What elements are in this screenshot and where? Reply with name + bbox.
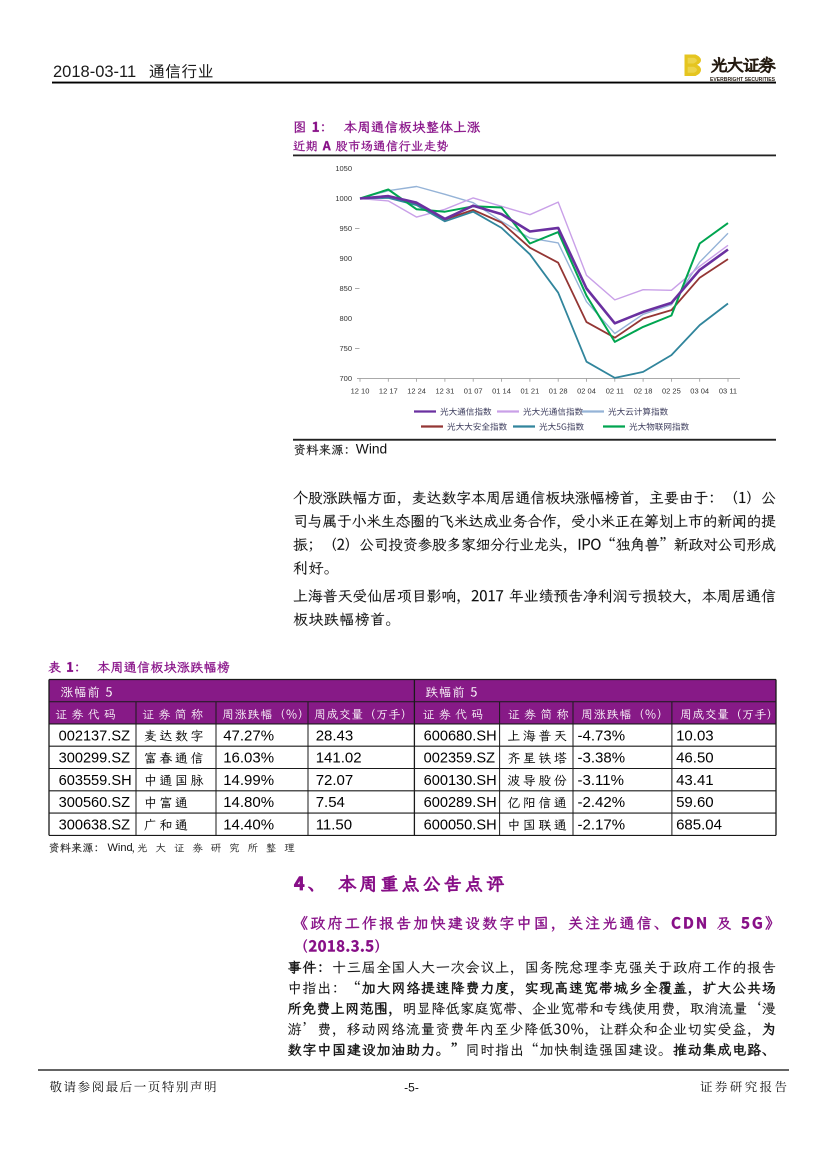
- svg-text:002359.SZ: 002359.SZ: [424, 751, 495, 767]
- svg-text:12 31: 12 31: [436, 387, 455, 396]
- svg-text:600680.SH: 600680.SH: [424, 728, 497, 744]
- svg-text:46.50: 46.50: [676, 750, 714, 767]
- svg-text:800: 800: [339, 314, 352, 323]
- svg-text:900: 900: [339, 254, 352, 263]
- svg-text:11.50: 11.50: [316, 817, 352, 834]
- svg-text:300560.SZ: 300560.SZ: [59, 795, 130, 811]
- svg-text:-4.73%: -4.73%: [578, 727, 626, 744]
- svg-text:2018-03-11: 2018-03-11: [53, 63, 136, 81]
- svg-text:300638.SZ: 300638.SZ: [59, 818, 130, 834]
- svg-text:300299.SZ: 300299.SZ: [59, 751, 130, 767]
- svg-text:685.04: 685.04: [676, 817, 722, 834]
- svg-text:28.43: 28.43: [316, 727, 354, 744]
- svg-text:002137.SZ: 002137.SZ: [59, 728, 130, 744]
- svg-text:14.99%: 14.99%: [223, 772, 274, 789]
- svg-text:Wind: Wind: [356, 442, 387, 457]
- svg-text:1000: 1000: [335, 194, 352, 203]
- svg-text:59.60: 59.60: [676, 794, 714, 811]
- svg-text:600289.SH: 600289.SH: [424, 795, 497, 811]
- svg-text:1050: 1050: [335, 164, 352, 173]
- svg-text:14.80%: 14.80%: [223, 794, 274, 811]
- svg-text:02 25: 02 25: [662, 387, 681, 396]
- svg-text:43.41: 43.41: [676, 772, 714, 789]
- svg-text:600130.SH: 600130.SH: [424, 773, 497, 789]
- svg-text:01 07: 01 07: [464, 387, 483, 396]
- svg-text:-3.11%: -3.11%: [578, 772, 624, 789]
- svg-text:01 28: 01 28: [549, 387, 568, 396]
- svg-text:16.03%: 16.03%: [223, 750, 274, 767]
- svg-text:72.07: 72.07: [316, 772, 354, 789]
- svg-text:950: 950: [339, 224, 352, 233]
- svg-text:-5-: -5-: [404, 1080, 419, 1094]
- svg-text:Wind: Wind: [108, 842, 133, 854]
- svg-text:02 18: 02 18: [634, 387, 653, 396]
- svg-text:-3.38%: -3.38%: [578, 750, 626, 767]
- svg-text:600050.SH: 600050.SH: [424, 818, 497, 834]
- svg-text:14.40%: 14.40%: [223, 817, 274, 834]
- svg-text:-2.42%: -2.42%: [578, 794, 626, 811]
- svg-text:10.03: 10.03: [676, 727, 714, 744]
- svg-text:02 11: 02 11: [606, 387, 624, 396]
- svg-text:-2.17%: -2.17%: [578, 817, 626, 834]
- svg-text:850: 850: [339, 284, 352, 293]
- svg-text:700: 700: [339, 374, 352, 383]
- svg-text:02 04: 02 04: [577, 387, 596, 396]
- svg-text:7.54: 7.54: [316, 794, 345, 811]
- svg-text:750: 750: [339, 344, 352, 353]
- svg-text:12 17: 12 17: [379, 387, 398, 396]
- svg-text:03 04: 03 04: [690, 387, 709, 396]
- svg-text:03 11: 03 11: [719, 387, 737, 396]
- svg-text:12 10: 12 10: [351, 387, 370, 396]
- svg-text:01 14: 01 14: [492, 387, 511, 396]
- svg-text:603559.SH: 603559.SH: [59, 773, 132, 789]
- svg-text:01 21: 01 21: [521, 387, 540, 396]
- svg-text:12 24: 12 24: [407, 387, 426, 396]
- svg-text:EVERBRIGHT SECURITIES: EVERBRIGHT SECURITIES: [710, 77, 775, 83]
- svg-text:47.27%: 47.27%: [223, 727, 274, 744]
- svg-text:141.02: 141.02: [316, 750, 362, 767]
